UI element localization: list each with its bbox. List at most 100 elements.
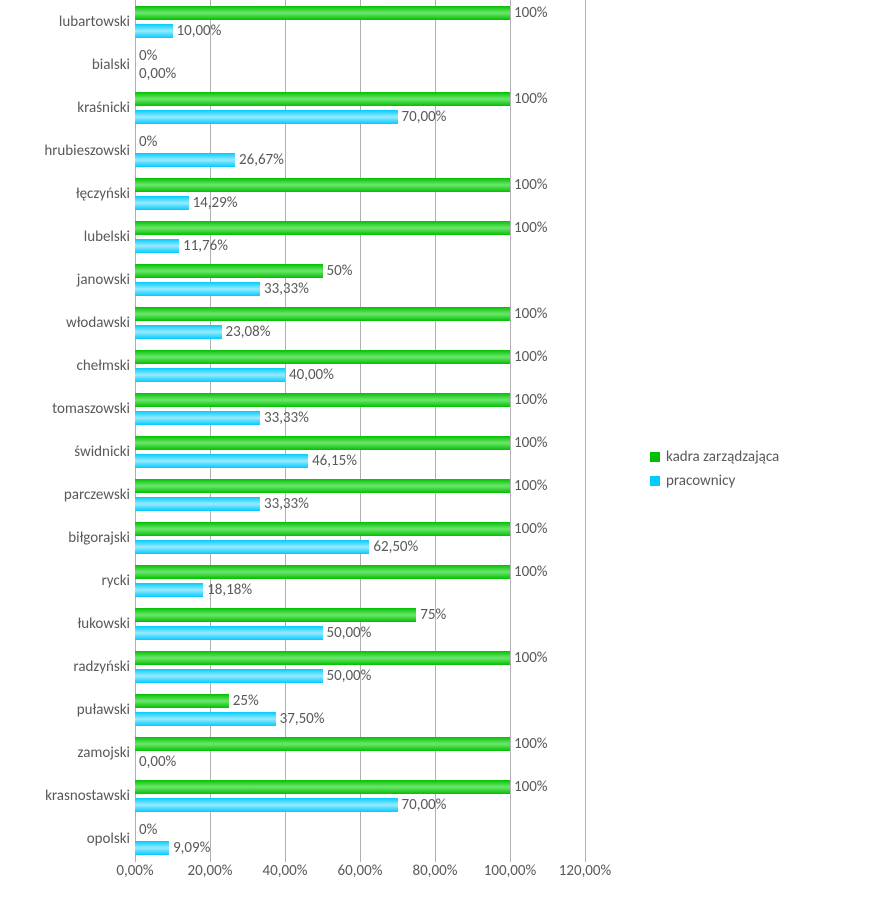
bar-pracownicy: 33,33% (135, 497, 260, 511)
x-tick: 40,00% (263, 862, 308, 880)
bar-kadra-label: 100% (514, 348, 548, 366)
bar-kadra: 50% (135, 264, 323, 278)
plot-area: 100%10,00%0%0,00%100%70,00%0%26,67%100%1… (135, 0, 585, 862)
bar-kadra: 100% (135, 780, 510, 794)
bar-group: 100% 70,00% (135, 92, 585, 124)
y-axis-label: lubelski (84, 228, 130, 246)
x-tick: 20,00% (188, 862, 233, 880)
bar-pracownicy: 9,09% (135, 841, 169, 855)
y-axis-label: biłgorajski (68, 529, 130, 547)
gridline (585, 0, 586, 862)
bar-group: 75%50,00% (135, 608, 585, 640)
legend-label-pracownicy: pracownicy (666, 472, 735, 490)
bar-pracownicy-label: 0,00% (139, 65, 176, 83)
bar-kadra-label: 100% (514, 305, 548, 323)
y-axis-label: lubartowski (59, 13, 130, 31)
y-axis-label: świdnicki (74, 443, 130, 461)
x-axis: 0,00%20,00%40,00%60,00%80,00%100,00%120,… (135, 862, 585, 902)
bar-group: 100% 70,00% (135, 780, 585, 812)
chart-container: 100%10,00%0%0,00%100%70,00%0%26,67%100%1… (0, 0, 874, 902)
bar-pracownicy: 14,29% (135, 196, 189, 210)
bar-kadra-label: 100% (514, 219, 548, 237)
bar-pracownicy-label: 33,33% (264, 495, 309, 513)
y-axis-label: radzyński (73, 658, 130, 676)
y-axis-label: opolski (87, 830, 130, 848)
bar-pracownicy: 18,18% (135, 583, 203, 597)
bar-pracownicy-label: 14,29% (193, 194, 238, 212)
bar-kadra-label: 100% (514, 176, 548, 194)
bar-pracownicy: 62,50% (135, 540, 369, 554)
x-tick: 80,00% (413, 862, 458, 880)
bar-pracownicy: 11,76% (135, 239, 179, 253)
bar-kadra-label: 100% (514, 477, 548, 495)
y-axis-label: zamojski (78, 744, 130, 762)
bar-pracownicy-label: 37,50% (280, 710, 325, 728)
bar-group: 100%50,00% (135, 651, 585, 683)
bar-kadra: 100% (135, 479, 510, 493)
bar-kadra: 100% (135, 737, 510, 751)
bar-group: 0%0,00% (135, 49, 585, 81)
bar-kadra: 100% (135, 350, 510, 364)
legend-label-kadra: kadra zarządzająca (666, 448, 779, 466)
y-axis-label: łęczyński (76, 185, 130, 203)
y-axis-label: włodawski (66, 314, 130, 332)
y-axis-label: janowski (77, 271, 130, 289)
bar-kadra: 100% (135, 393, 510, 407)
y-axis-label: bialski (92, 56, 130, 74)
bar-kadra-label: 0% (139, 47, 157, 65)
y-axis-label: łukowski (78, 615, 130, 633)
bar-pracownicy-label: 70,00% (402, 108, 447, 126)
bar-pracownicy-label: 50,00% (327, 624, 372, 642)
bar-pracownicy-label: 40,00% (289, 366, 334, 384)
y-axis-label: chełmski (76, 357, 130, 375)
bar-pracownicy-label: 18,18% (207, 581, 252, 599)
bar-group: 100% 11,76% (135, 221, 585, 253)
bar-kadra-label: 25% (233, 692, 259, 710)
legend-swatch-pracownicy-icon (650, 476, 660, 486)
bar-kadra-label: 100% (514, 520, 548, 538)
bar-group: 0%9,09% (135, 823, 585, 855)
bar-kadra-label: 100% (514, 778, 548, 796)
bar-group: 100% 33,33% (135, 479, 585, 511)
bar-pracownicy-label: 46,15% (312, 452, 357, 470)
bar-group: 100% 33,33% (135, 393, 585, 425)
legend-item-kadra: kadra zarządzająca (650, 448, 860, 466)
bar-group: 100% 18,18% (135, 565, 585, 597)
bar-kadra-label: 100% (514, 434, 548, 452)
bar-pracownicy-label: 0,00% (139, 753, 176, 771)
bars: 100%10,00%0%0,00%100%70,00%0%26,67%100%1… (135, 0, 585, 862)
bar-group: 25% 37,50% (135, 694, 585, 726)
bar-kadra-label: 100% (514, 649, 548, 667)
bar-kadra-label: 50% (327, 262, 353, 280)
bar-pracownicy-label: 9,09% (173, 839, 210, 857)
bar-pracownicy-label: 10,00% (177, 22, 222, 40)
bar-pracownicy-label: 23,08% (226, 323, 271, 341)
bar-kadra: 100% (135, 565, 510, 579)
y-axis-label: parczewski (64, 486, 130, 504)
x-tick: 100,00% (484, 862, 536, 880)
bar-group: 100% 62,50% (135, 522, 585, 554)
bar-pracownicy: 33,33% (135, 411, 260, 425)
bar-kadra-label: 100% (514, 90, 548, 108)
x-tick: 0,00% (116, 862, 153, 880)
legend: kadra zarządzająca pracownicy (650, 448, 860, 496)
bar-pracownicy: 70,00% (135, 798, 398, 812)
bar-pracownicy: 70,00% (135, 110, 398, 124)
bar-group: 100% 23,08% (135, 307, 585, 339)
bar-pracownicy: 10,00% (135, 24, 173, 38)
bar-kadra: 25% (135, 694, 229, 708)
bar-pracownicy: 46,15% (135, 454, 308, 468)
bar-group: 0% 26,67% (135, 135, 585, 167)
chart-main: 100%10,00%0%0,00%100%70,00%0%26,67%100%1… (0, 0, 640, 902)
bar-kadra-label: 0% (139, 133, 157, 151)
bar-kadra-label: 100% (514, 735, 548, 753)
bar-group: 100% 10,00% (135, 6, 585, 38)
bar-kadra-label: 100% (514, 563, 548, 581)
legend-swatch-kadra-icon (650, 452, 660, 462)
bar-pracownicy-label: 26,67% (239, 151, 284, 169)
bar-pracownicy: 26,67% (135, 153, 235, 167)
bar-kadra-label: 100% (514, 4, 548, 22)
bar-pracownicy: 50,00% (135, 626, 323, 640)
y-axis-label: rycki (101, 572, 130, 590)
legend-item-pracownicy: pracownicy (650, 472, 860, 490)
